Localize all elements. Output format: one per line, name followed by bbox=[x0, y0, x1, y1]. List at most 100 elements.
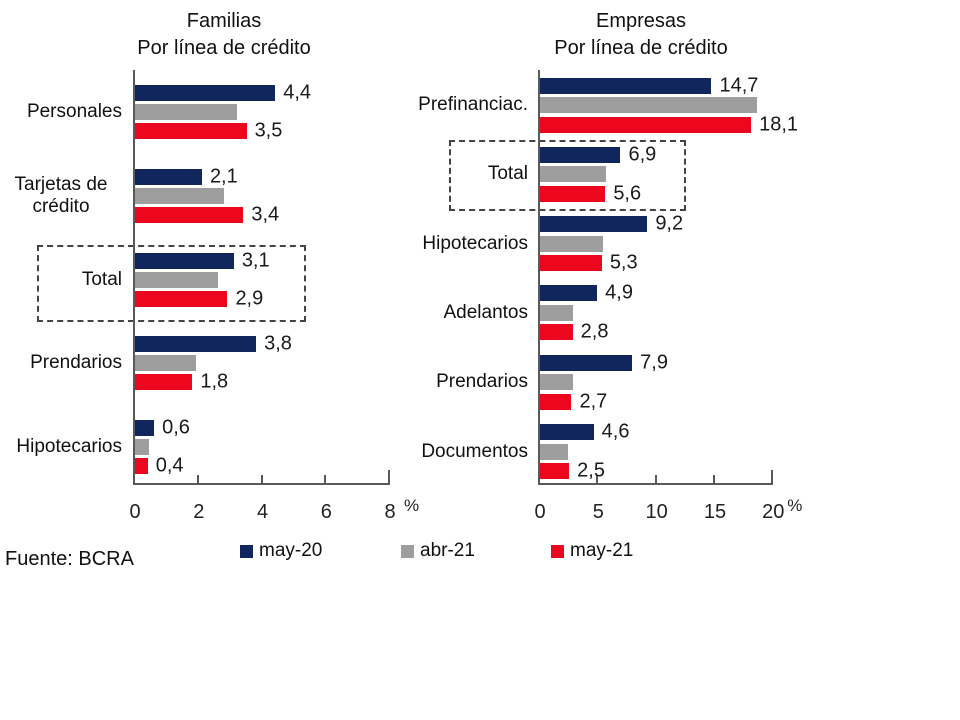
bar-may-21-4 bbox=[540, 393, 572, 410]
legend-label-abr-21: abr-21 bbox=[420, 540, 475, 561]
bar-may-20-4 bbox=[135, 420, 155, 436]
category-label-4: Hipotecarios bbox=[0, 412, 124, 482]
bar-abr-21-2 bbox=[135, 271, 218, 288]
category-label-text: Documentos bbox=[421, 440, 528, 462]
value-label-may-21-1: 5,6 bbox=[613, 182, 642, 205]
category-label-2: Hipotecarios bbox=[392, 208, 530, 279]
bar-may-21-2 bbox=[135, 290, 228, 307]
category-label-0: Personales bbox=[0, 77, 124, 147]
category-label-text: Prendarios bbox=[30, 352, 122, 374]
bar-may-20-5 bbox=[540, 424, 594, 440]
bar-may-21-2 bbox=[540, 255, 602, 272]
bar-abr-21-5 bbox=[540, 443, 568, 460]
x-axis-tick bbox=[654, 475, 657, 483]
category-label-1: Total bbox=[392, 139, 530, 210]
value-label-may-20-3: 4,9 bbox=[605, 281, 633, 304]
bar-may-20-2 bbox=[135, 252, 234, 269]
bar-may-20-1 bbox=[540, 146, 621, 163]
x-tick-label: 15 bbox=[703, 501, 727, 523]
value-label-may-20-4: 0,6 bbox=[162, 416, 190, 439]
value-label-may-20-1: 6,9 bbox=[628, 143, 657, 166]
category-label-1: Tarjetas de crédito bbox=[0, 161, 124, 231]
bar-abr-21-1 bbox=[135, 187, 225, 204]
category-label-0: Prefinanciac. bbox=[392, 70, 530, 141]
value-label-may-21-1: 3,4 bbox=[251, 203, 280, 226]
x-axis-tick bbox=[196, 475, 199, 483]
category-label-3: Adelantos bbox=[392, 277, 530, 348]
x-axis-unit-label: % bbox=[404, 496, 420, 515]
bar-may-21-5 bbox=[540, 463, 570, 479]
x-axis-line bbox=[133, 483, 390, 485]
bar-may-21-4 bbox=[135, 458, 148, 474]
value-label-may-20-5: 4,6 bbox=[601, 420, 630, 443]
source-note: Fuente: BCRA bbox=[5, 548, 134, 570]
bar-may-21-3 bbox=[540, 324, 573, 341]
bar-may-20-0 bbox=[135, 85, 276, 101]
x-axis-tick bbox=[596, 475, 599, 483]
value-label-may-20-1: 2,1 bbox=[209, 165, 238, 188]
legend-item-abr-21: abr-21 bbox=[401, 540, 475, 562]
category-label-4: Prendarios bbox=[392, 347, 530, 418]
legend-label-may-21: may-21 bbox=[570, 540, 634, 561]
value-label-may-21-0: 18,1 bbox=[759, 113, 799, 135]
x-tick-label: 6 bbox=[320, 501, 332, 523]
x-axis-tick bbox=[260, 475, 263, 483]
category-label-text: Hipotecarios bbox=[422, 232, 528, 254]
chart-title: Familias bbox=[186, 10, 262, 32]
bar-abr-21-4 bbox=[540, 374, 573, 391]
legend-label-may-20: may-20 bbox=[259, 540, 323, 561]
value-label-may-21-4: 0,4 bbox=[155, 454, 184, 477]
x-axis-tick bbox=[771, 470, 774, 483]
bar-abr-21-3 bbox=[135, 355, 196, 372]
value-label-may-20-0: 4,4 bbox=[283, 81, 312, 104]
category-label-text: Tarjetas de crédito bbox=[14, 173, 108, 217]
chart-subtitle: Por línea de crédito bbox=[554, 37, 728, 59]
bar-abr-21-4 bbox=[135, 439, 150, 455]
bar-abr-21-2 bbox=[540, 235, 603, 252]
bar-may-21-3 bbox=[135, 374, 193, 391]
bar-may-20-3 bbox=[540, 285, 598, 302]
value-label-may-20-2: 9,2 bbox=[655, 212, 684, 235]
category-label-text: Hipotecarios bbox=[16, 436, 122, 457]
category-label-text: Personales bbox=[26, 101, 122, 122]
bar-may-21-0 bbox=[135, 123, 247, 139]
value-label-may-20-3: 3,8 bbox=[264, 332, 292, 355]
bar-abr-21-3 bbox=[540, 304, 573, 321]
total-highlight-box bbox=[37, 245, 306, 322]
value-label-may-20-2: 3,1 bbox=[241, 249, 270, 271]
total-highlight-box bbox=[449, 140, 686, 211]
category-label-text: Total bbox=[81, 268, 122, 290]
x-axis-line bbox=[538, 483, 774, 485]
x-axis-tick bbox=[712, 475, 715, 483]
y-axis-line bbox=[538, 70, 540, 485]
x-tick-label: 20 bbox=[762, 501, 785, 523]
y-axis-line bbox=[133, 70, 135, 485]
x-tick-label: 4 bbox=[256, 501, 269, 523]
bar-may-21-1 bbox=[135, 206, 244, 223]
category-label-3: Prendarios bbox=[0, 328, 124, 398]
value-label-may-21-4: 2,7 bbox=[579, 390, 608, 413]
category-label-text: Adelantos bbox=[443, 301, 528, 323]
bar-may-20-0 bbox=[540, 77, 712, 94]
x-tick-label: 2 bbox=[193, 501, 205, 523]
x-axis-unit-label: % bbox=[787, 496, 803, 515]
x-tick-label: 5 bbox=[592, 501, 604, 523]
x-tick-label: 10 bbox=[645, 501, 668, 523]
legend-swatch-abr-21 bbox=[401, 544, 414, 558]
bar-abr-21-0 bbox=[540, 97, 757, 113]
x-tick-label: 8 bbox=[384, 501, 396, 523]
bar-may-20-2 bbox=[540, 216, 648, 233]
bar-may-21-1 bbox=[540, 185, 606, 202]
value-label-may-20-0: 14,7 bbox=[719, 74, 759, 96]
value-label-may-21-2: 2,9 bbox=[235, 287, 264, 309]
category-label-text: Prefinanciac. bbox=[418, 94, 528, 115]
value-label-may-21-2: 5,3 bbox=[609, 251, 638, 274]
x-tick-label: 0 bbox=[129, 501, 141, 523]
bar-abr-21-1 bbox=[540, 166, 607, 183]
legend-swatch-may-20 bbox=[240, 544, 253, 558]
